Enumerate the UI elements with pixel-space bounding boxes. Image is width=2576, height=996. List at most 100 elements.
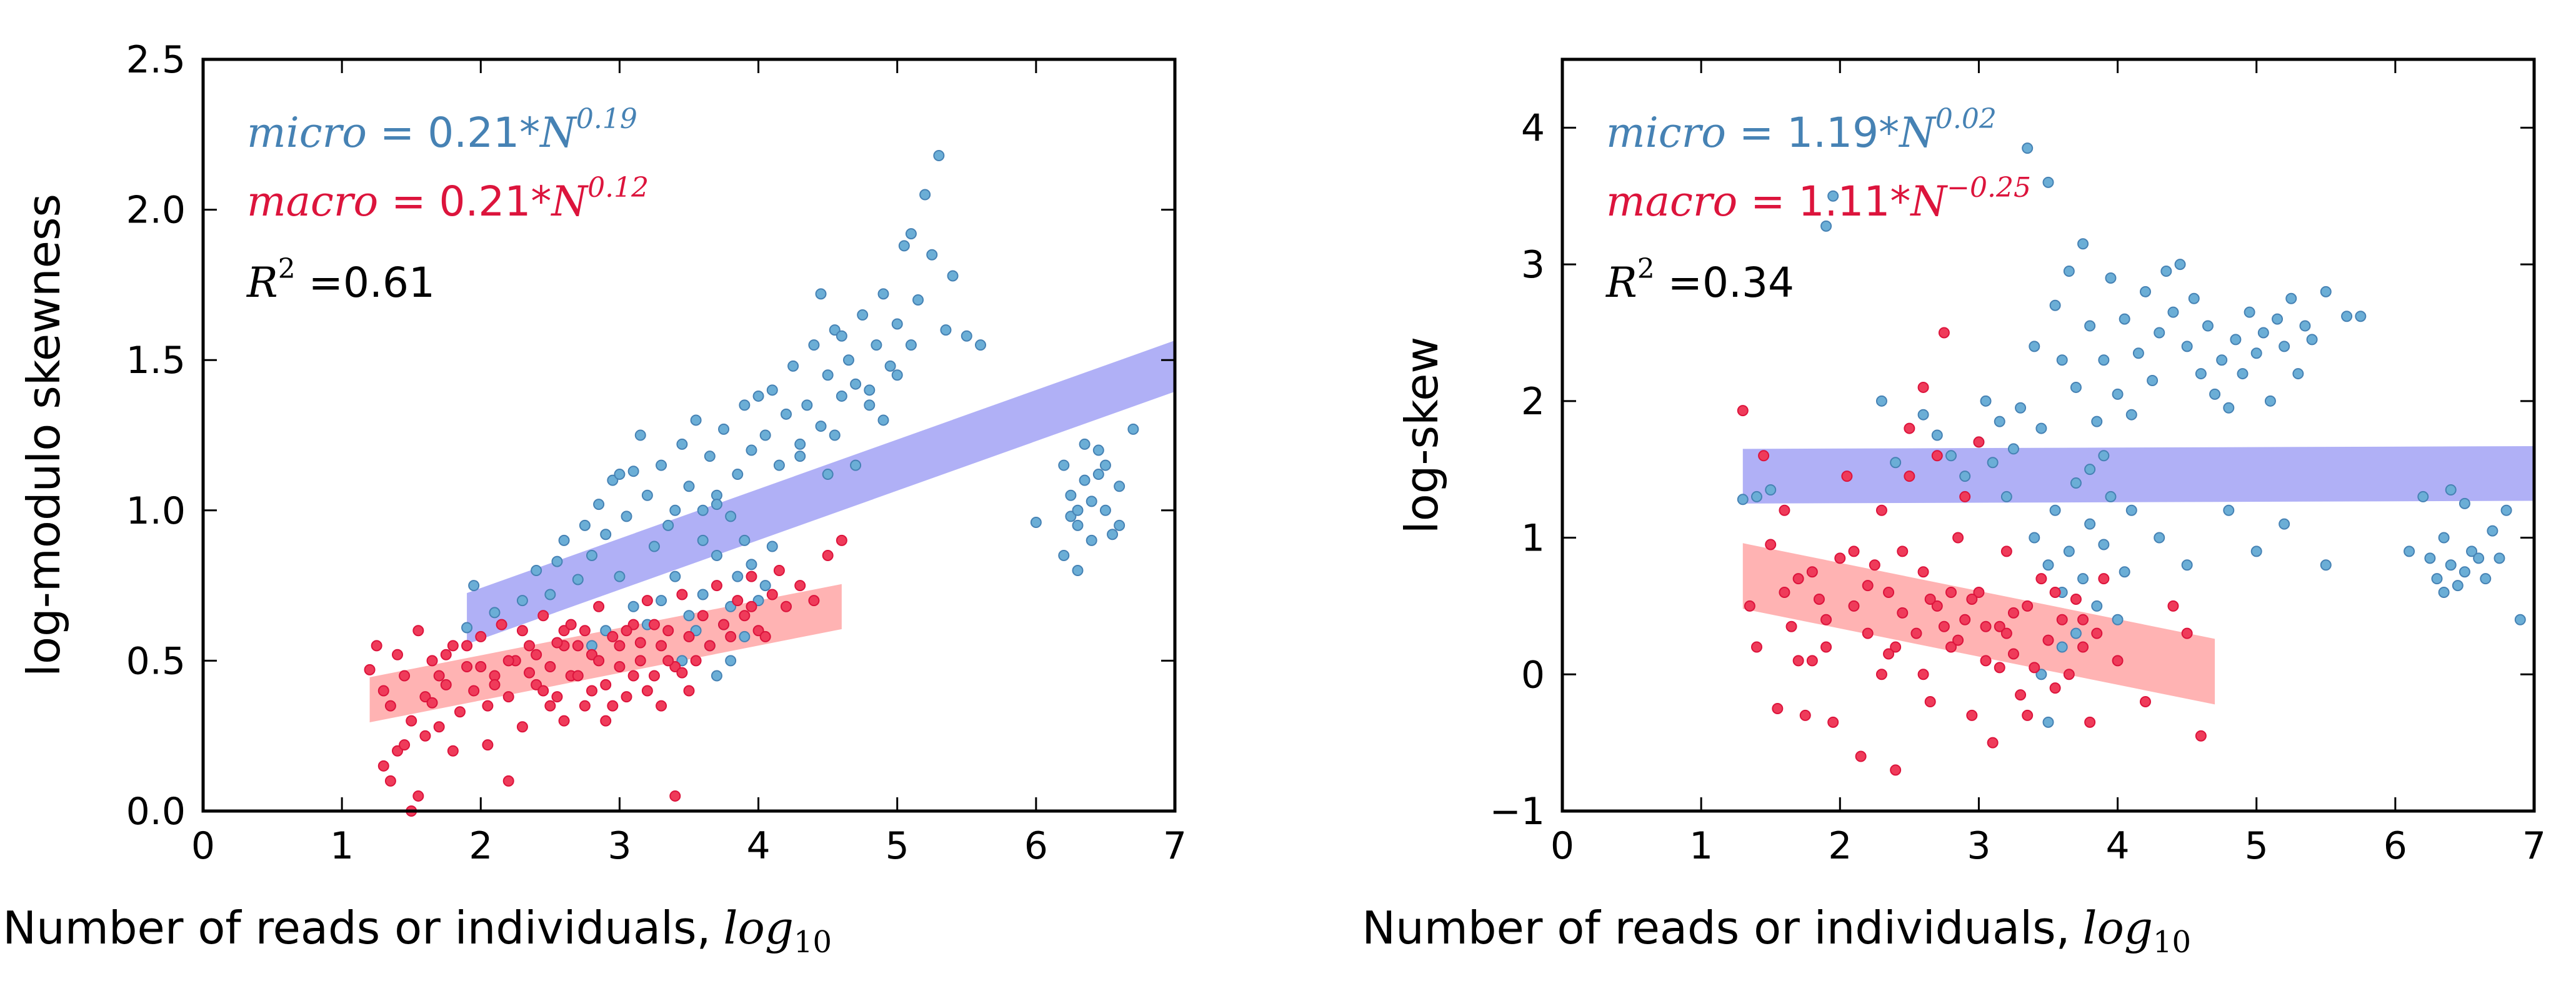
macro-point (2007, 648, 2019, 660)
macro-point (1890, 764, 1902, 776)
macro-point (2049, 682, 2061, 694)
macro-point (516, 625, 528, 637)
micro-point (2091, 416, 2103, 427)
macro-point (1980, 620, 1992, 632)
micro-point (2119, 313, 2130, 325)
macro-point (384, 700, 396, 712)
micro-exponent: 0.02 (1935, 103, 1997, 135)
macro-point (759, 630, 771, 642)
micro-point (2438, 587, 2450, 599)
x-tick-label: 4 (746, 824, 770, 868)
micro-point (1980, 395, 1992, 407)
micro-point (634, 429, 646, 441)
y-tick-label: −1 (1490, 790, 1545, 834)
r-squared-exponent: 2 (278, 253, 296, 285)
macro-point (1862, 627, 1874, 639)
micro-point (711, 499, 722, 510)
macro-point (641, 685, 653, 697)
micro-label: micro (247, 109, 367, 157)
micro-label: micro (1606, 109, 1726, 157)
macro-point (1952, 532, 1964, 544)
micro-point (2084, 518, 2096, 530)
macro-point (1917, 566, 1929, 578)
macro-point (1890, 641, 1902, 653)
micro-point (1092, 469, 1104, 481)
macro-point (537, 685, 549, 697)
micro-point (2320, 286, 2332, 297)
micro-point (732, 570, 744, 582)
macro-point (1910, 627, 1922, 639)
macro-point (1973, 587, 1985, 599)
y-tick-label: 1.0 (126, 489, 186, 533)
micro-point (683, 481, 695, 492)
micro-fit-band (1742, 446, 2534, 504)
macro-point (614, 661, 626, 673)
micro-point (725, 510, 737, 522)
macro-point (551, 637, 563, 649)
micro-point (2459, 566, 2470, 578)
macro-point (475, 630, 487, 642)
x-axis-math-sub: 10 (2153, 925, 2191, 960)
micro-point (1099, 504, 1111, 516)
micro-point (815, 288, 827, 300)
macro-point (558, 715, 570, 727)
macro-point (1792, 573, 1804, 585)
micro-point (1065, 510, 1077, 522)
micro-point (1987, 457, 1999, 469)
micro-point (829, 429, 841, 441)
r-squared-value: =0.61 (296, 259, 435, 307)
micro-point (579, 519, 591, 531)
micro-point (669, 504, 681, 516)
micro-point (690, 414, 702, 426)
micro-coefficient: = 1.19* (1726, 109, 1899, 157)
macro-point (781, 600, 792, 612)
macro-point (627, 619, 639, 630)
macro-point (1994, 620, 2005, 632)
macro-point (524, 667, 536, 679)
micro-point (1030, 517, 1042, 529)
micro-point (2299, 320, 2311, 332)
macro-point (1917, 669, 1929, 680)
macro-point (2056, 614, 2068, 625)
micro-point (2244, 306, 2255, 318)
macro-point (1848, 600, 1860, 612)
micro-point (891, 369, 903, 381)
macro-point (426, 655, 438, 667)
micro-point (857, 309, 869, 321)
micro-point (877, 414, 889, 426)
y-tick-label: 0.5 (126, 639, 186, 683)
macro-point (1924, 696, 1936, 708)
micro-point (746, 559, 757, 570)
micro-point (656, 595, 667, 607)
macro-point (656, 640, 667, 652)
macro-point (1737, 405, 1749, 417)
y-tick-label: 2.5 (126, 38, 186, 82)
micro-point (2404, 545, 2415, 557)
micro-point (1114, 481, 1126, 492)
x-tick-label: 7 (1163, 824, 1187, 868)
macro-point (531, 649, 542, 660)
micro-point (975, 339, 986, 351)
micro-point (2167, 306, 2179, 318)
macro-point (426, 697, 438, 709)
micro-point (2487, 525, 2499, 537)
micro-point (850, 459, 862, 471)
macro-point (1834, 552, 1846, 564)
micro-point (1875, 395, 1887, 407)
macro-point (572, 670, 584, 682)
micro-point (2112, 388, 2124, 400)
micro-point (2125, 504, 2137, 516)
micro-point (704, 451, 716, 462)
macro-point (1897, 607, 1909, 619)
micro-point (2070, 627, 2082, 639)
macro-point (433, 721, 445, 733)
macro-point (600, 715, 612, 727)
y-tick-label: 1 (1521, 517, 1545, 560)
micro-point (2459, 497, 2470, 509)
macro-point (516, 721, 528, 733)
macro-point (1875, 504, 1887, 516)
micro-point (2042, 716, 2054, 728)
r-squared-symbol: R (246, 259, 278, 307)
macro-point (766, 589, 778, 600)
macro-fit-equation: macro = 0.21*N0.12 (247, 172, 649, 226)
